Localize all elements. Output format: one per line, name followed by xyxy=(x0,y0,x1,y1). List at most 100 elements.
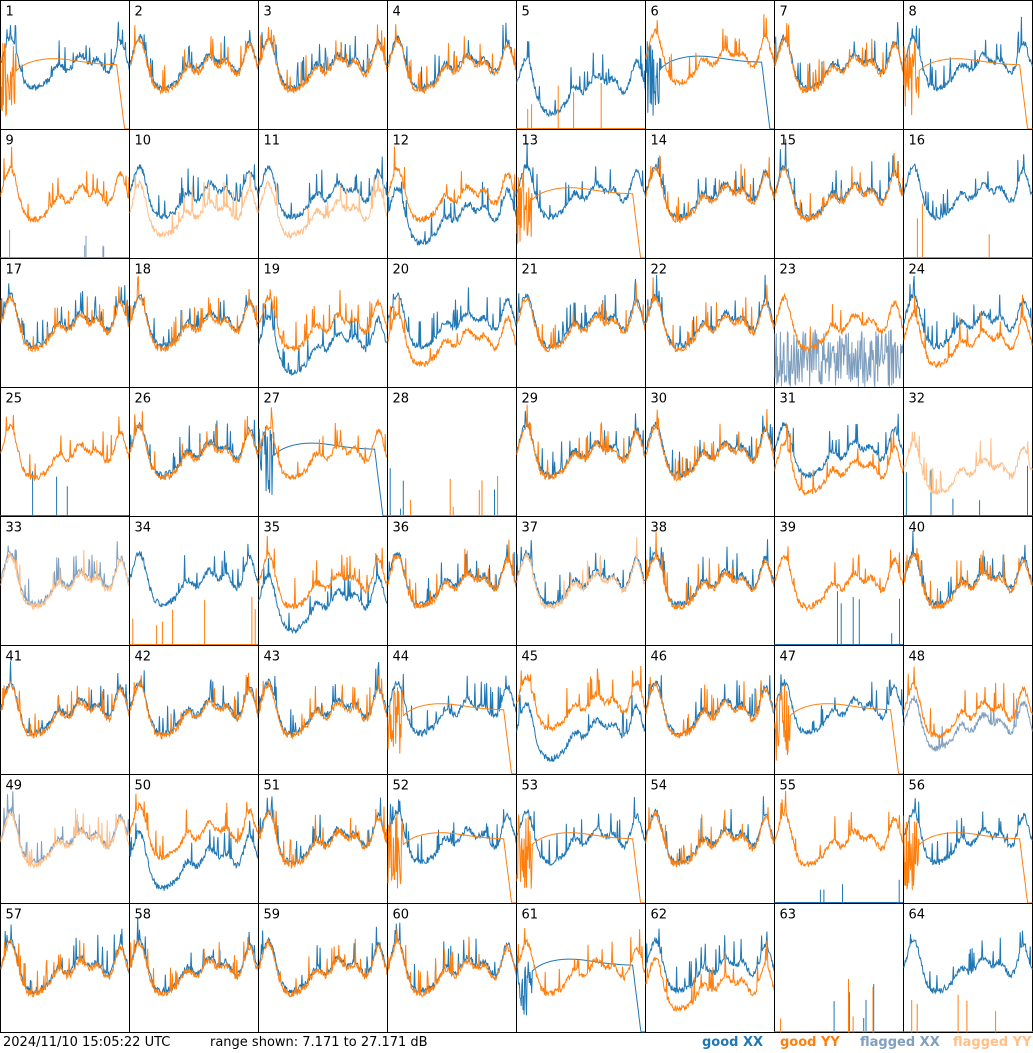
panel-54: 54 xyxy=(645,774,775,904)
panel-number: 26 xyxy=(135,392,152,407)
trace-xx-24 xyxy=(903,275,1033,350)
panel-number: 27 xyxy=(264,392,281,407)
trace-xx-44 xyxy=(387,673,517,738)
panel-59: 59 xyxy=(258,903,388,1033)
panel-58: 58 xyxy=(129,903,259,1033)
trace-xx-52 xyxy=(387,799,517,865)
panel-frame xyxy=(516,129,646,259)
trace-yy-28 xyxy=(387,476,517,517)
panel-number: 48 xyxy=(909,650,926,665)
trace-xx-45 xyxy=(516,694,646,763)
panel-number: 24 xyxy=(909,263,926,278)
panel-47: 47 xyxy=(774,645,904,775)
trace-xx-57 xyxy=(0,924,130,995)
trace-xx-13 xyxy=(516,143,646,221)
trace-yy-16 xyxy=(903,203,1033,259)
trace-yy-43 xyxy=(258,675,388,740)
panel-frame xyxy=(0,129,130,259)
panel-number: 5 xyxy=(522,5,530,20)
panel-frame xyxy=(258,903,388,1033)
panel-number: 7 xyxy=(780,5,788,20)
trace-yy-9 xyxy=(0,146,130,224)
panel-number: 46 xyxy=(651,650,668,665)
panel-44: 44 xyxy=(387,645,517,775)
panel-number: 39 xyxy=(780,521,797,536)
panel-frame xyxy=(645,387,775,517)
trace-yy-4 xyxy=(387,24,517,95)
panel-33: 33 xyxy=(0,516,130,646)
panel-number: 1 xyxy=(6,5,14,20)
trace-yy-32 xyxy=(903,431,1033,495)
panel-frame xyxy=(774,774,904,904)
panel-number: 12 xyxy=(393,134,410,149)
trace-yy-64 xyxy=(903,994,1033,1033)
trace-yy-3 xyxy=(258,24,388,94)
trace-xx-1 xyxy=(0,21,130,91)
trace-yy-26 xyxy=(129,411,259,481)
panel-number: 57 xyxy=(6,908,23,923)
panel-number: 17 xyxy=(6,263,23,278)
panel-number: 43 xyxy=(264,650,281,665)
trace-yy-11 xyxy=(258,173,388,240)
trace-yy-5 xyxy=(516,83,646,130)
panel-number: 64 xyxy=(909,908,926,923)
panel-number: 59 xyxy=(264,908,281,923)
panel-20: 20 xyxy=(387,258,517,388)
panel-32: 32 xyxy=(903,387,1033,517)
trace-yy-40 xyxy=(903,547,1033,610)
trace-xx-31 xyxy=(774,413,904,480)
trace-xx-48 xyxy=(903,695,1033,752)
trace-yy-21 xyxy=(516,283,646,353)
panel-19: 19 xyxy=(258,258,388,388)
trace-yy-54 xyxy=(645,807,775,868)
trace-yy-31 xyxy=(774,423,904,496)
panel-number: 29 xyxy=(522,392,539,407)
trace-yy-33 xyxy=(0,549,130,610)
panel-5: 5 xyxy=(516,0,646,130)
panel-number: 22 xyxy=(651,263,668,278)
panel-7: 7 xyxy=(774,0,904,130)
panel-number: 53 xyxy=(522,779,539,794)
panel-38: 38 xyxy=(645,516,775,646)
trace-yy-37 xyxy=(516,536,646,611)
trace-xx-5 xyxy=(516,41,646,117)
panel-23: 23 xyxy=(774,258,904,388)
panel-number: 21 xyxy=(522,263,539,278)
legend-flagged-xx: flagged XX xyxy=(860,1035,940,1050)
trace-xx-47 xyxy=(774,674,904,735)
trace-xx-53 xyxy=(516,797,646,866)
panel-22: 22 xyxy=(645,258,775,388)
panel-1: 1 xyxy=(0,0,130,130)
trace-yy-52 xyxy=(387,813,517,904)
panel-number: 28 xyxy=(393,392,410,407)
panel-61: 61 xyxy=(516,903,646,1033)
panel-13: 13 xyxy=(516,129,646,259)
panel-frame xyxy=(516,516,646,646)
legend-good-xx: good XX xyxy=(702,1035,764,1050)
panel-35: 35 xyxy=(258,516,388,646)
panel-26: 26 xyxy=(129,387,259,517)
trace-xx-56 xyxy=(903,798,1033,866)
panel-24: 24 xyxy=(903,258,1033,388)
trace-yy-13 xyxy=(516,172,646,259)
panel-36: 36 xyxy=(387,516,517,646)
trace-yy-53 xyxy=(516,814,646,904)
trace-xx-20 xyxy=(387,287,517,350)
panel-frame xyxy=(387,258,517,388)
panel-64: 64 xyxy=(903,903,1033,1033)
panel-46: 46 xyxy=(645,645,775,775)
trace-yy-30 xyxy=(645,408,775,482)
panel-number: 44 xyxy=(393,650,410,665)
trace-yy-29 xyxy=(516,404,646,481)
panel-21: 21 xyxy=(516,258,646,388)
panel-frame xyxy=(258,516,388,646)
trace-xx-34 xyxy=(129,543,259,608)
panel-number: 15 xyxy=(780,134,797,149)
trace-xx-50 xyxy=(129,820,259,891)
panel-number: 10 xyxy=(135,134,152,149)
trace-xx-35 xyxy=(258,555,388,635)
panel-frame xyxy=(903,129,1033,259)
legend-flagged-yy: flagged YY xyxy=(953,1035,1032,1050)
panel-3: 3 xyxy=(258,0,388,130)
